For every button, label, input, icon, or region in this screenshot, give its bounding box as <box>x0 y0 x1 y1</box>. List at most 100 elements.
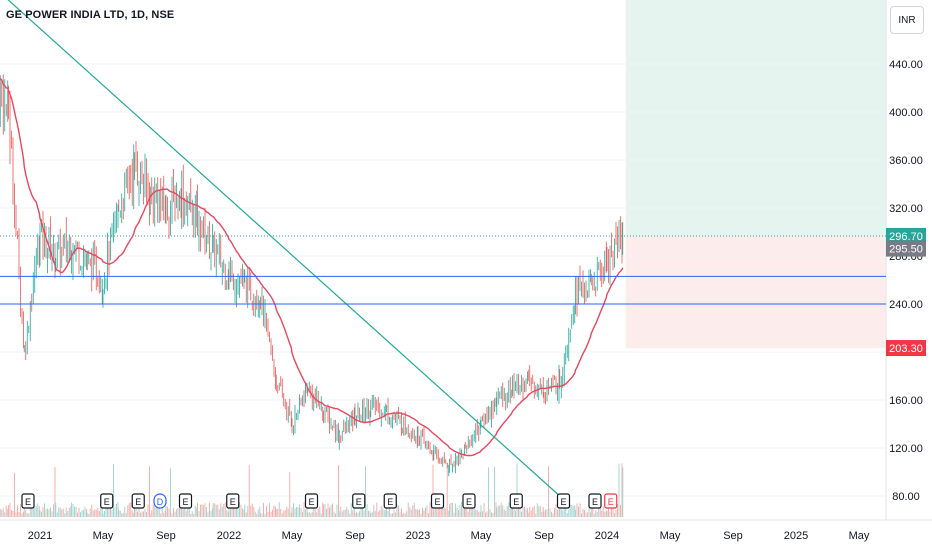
volume-bar <box>23 508 25 517</box>
earnings-marker[interactable]: E <box>383 493 397 509</box>
volume-bar <box>572 506 574 517</box>
volume-bar <box>118 509 120 517</box>
volume-bar <box>20 503 21 517</box>
volume-bar <box>582 508 584 517</box>
volume-bar <box>70 506 72 517</box>
y-tick-label: 320.00 <box>889 203 923 215</box>
volume-bar <box>440 502 442 517</box>
volume-bar <box>281 513 283 517</box>
volume-bar <box>470 508 472 517</box>
earnings-marker[interactable]: E <box>352 493 366 509</box>
volume-bar <box>521 511 522 517</box>
volume-bar <box>223 503 225 517</box>
volume-bar <box>143 511 144 517</box>
volume-bar <box>502 505 504 517</box>
dividend-marker[interactable]: D <box>153 493 167 509</box>
volume-bar <box>529 506 531 517</box>
volume-bar <box>509 508 511 517</box>
trendline[interactable] <box>0 0 561 497</box>
volume-bar <box>422 507 423 517</box>
earnings-marker[interactable]: E <box>430 493 445 509</box>
volume-bar <box>330 504 332 517</box>
position-tool-zones[interactable] <box>625 0 886 349</box>
volume-bar <box>496 507 498 517</box>
earnings-marker[interactable]: E <box>588 493 602 509</box>
volume-bar <box>108 507 110 517</box>
currency-button[interactable]: INR <box>890 6 924 34</box>
earnings-marker[interactable]: E <box>100 493 114 509</box>
volume-bar <box>368 510 369 517</box>
volume-bar <box>354 512 356 517</box>
volume-bar <box>568 510 570 517</box>
volume-bar <box>240 504 242 517</box>
volume-bar <box>346 506 348 517</box>
volume-bar <box>167 506 168 517</box>
x-tick-label: Sep <box>156 530 176 542</box>
x-tick-label: 2025 <box>784 530 808 542</box>
volume-bar <box>488 467 489 517</box>
volume-bar <box>404 513 406 517</box>
stop-zone[interactable] <box>625 235 886 349</box>
volume-bar <box>277 508 279 517</box>
x-tick-label: May <box>282 530 303 542</box>
volume-bar <box>124 506 126 517</box>
earnings-marker[interactable]: E <box>131 493 145 509</box>
target-zone[interactable] <box>625 0 886 236</box>
volume-bar <box>77 512 78 517</box>
volume-bar <box>210 510 212 517</box>
volume-bar <box>620 504 621 517</box>
volume-bar <box>35 506 37 517</box>
event-markers[interactable]: EEEEEEEEEEEEEEED <box>0 493 618 509</box>
volume-bar <box>163 512 165 517</box>
volume-bar <box>338 511 340 517</box>
drawings[interactable] <box>0 0 886 497</box>
volume-bar <box>425 507 426 517</box>
earnings-marker[interactable]: E <box>304 493 319 509</box>
volume-bar <box>44 503 45 517</box>
volume-bar <box>114 507 116 517</box>
volume-bar <box>214 503 216 517</box>
volume-bar <box>563 503 565 517</box>
volume-bar <box>42 506 44 517</box>
earnings-marker[interactable]: E <box>462 493 476 509</box>
volume-bar <box>307 512 309 517</box>
volume-bar <box>121 513 123 517</box>
volume-bar <box>359 511 360 517</box>
volume-bar <box>273 505 275 517</box>
earnings-marker[interactable]: E <box>604 493 618 509</box>
volume-bars <box>0 463 624 517</box>
time-axis[interactable]: 2021 May Sep 2022 May Sep 2023 May Sep 2024 May Sep… <box>28 530 870 542</box>
y-tick-label: 440.00 <box>889 59 923 71</box>
y-tick-label: 160.00 <box>889 395 923 407</box>
volume-bar <box>621 463 623 517</box>
volume-bar <box>209 502 210 517</box>
volume-bar <box>180 505 182 517</box>
volume-bar <box>146 511 147 517</box>
price-axis[interactable]: 440.00400.00360.00320.00280.00240.00200.… <box>889 59 923 503</box>
earnings-marker[interactable]: E <box>21 493 35 509</box>
volume-bar <box>51 511 53 517</box>
volume-bar <box>293 503 294 517</box>
volume-bar <box>155 505 157 517</box>
earnings-marker[interactable]: E <box>556 493 571 509</box>
earnings-marker[interactable]: E <box>226 493 240 509</box>
volume-bar <box>605 510 607 517</box>
volume-bar <box>329 507 330 517</box>
volume-bar <box>467 511 469 517</box>
volume-bar <box>37 503 39 517</box>
earnings-marker[interactable]: E <box>509 493 523 509</box>
volume-bar <box>234 508 236 517</box>
volume-bar <box>56 512 58 517</box>
volume-bar <box>21 513 23 517</box>
y-tick-label: 360.00 <box>889 155 923 167</box>
volume-bar <box>7 508 9 517</box>
earnings-marker[interactable]: E <box>178 493 193 509</box>
volume-bar <box>135 505 137 517</box>
volume-bar <box>170 468 171 517</box>
volume-bar <box>472 504 474 517</box>
volume-bar <box>552 513 554 517</box>
volume-bar <box>396 504 398 517</box>
volume-bar <box>95 509 97 517</box>
earnings-marker-label: E <box>25 497 31 507</box>
